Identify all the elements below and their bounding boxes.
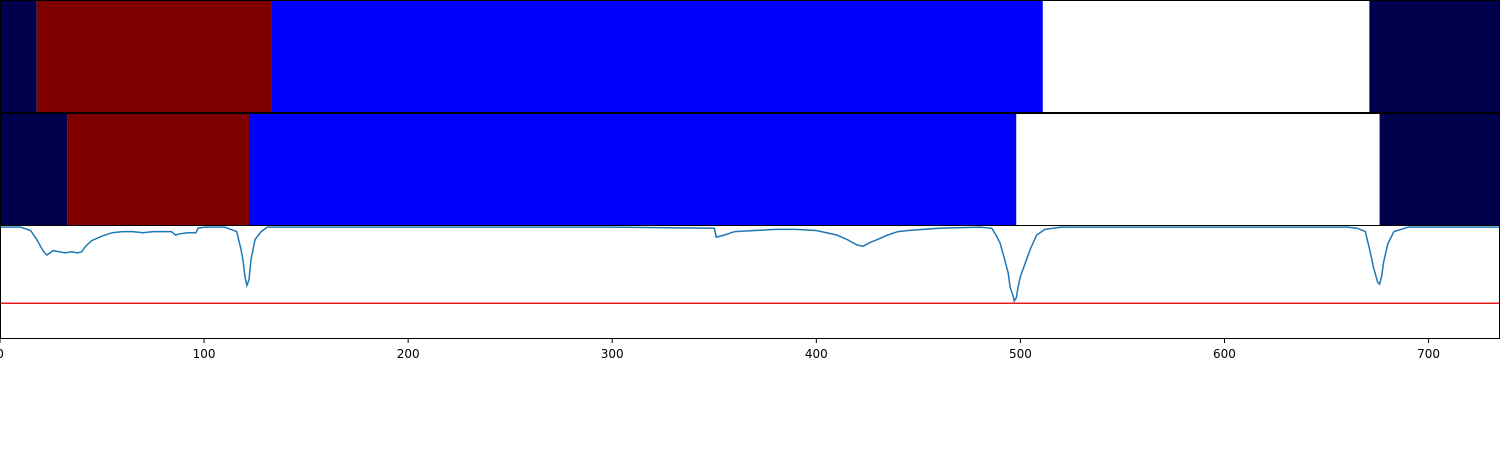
- middle-strip-segment-0: [0, 113, 68, 226]
- middle-strip-segment-2: [248, 113, 1017, 226]
- top-strip-segment-1: [36, 0, 272, 113]
- top-strip-chart: [0, 0, 1500, 113]
- top-strip-segment-0: [0, 0, 37, 113]
- x-tick-label: 300: [601, 347, 624, 361]
- line-plot: 0 100 200 300 400 500 600 700: [0, 225, 1500, 361]
- middle-strip-segments: [0, 113, 1500, 226]
- middle-strip-segment-3: [1016, 113, 1380, 226]
- x-tick-label: 400: [805, 347, 828, 361]
- line-plot-frame: [0, 225, 1500, 339]
- middle-strip-segment-1: [67, 113, 249, 226]
- x-tick-label: 500: [1009, 347, 1032, 361]
- x-tick-label: 0: [0, 347, 4, 361]
- series-line: [0, 226, 1500, 303]
- top-strip-segment-3: [1042, 0, 1370, 113]
- middle-strip-chart: [0, 113, 1500, 226]
- x-tick-label: 100: [193, 347, 216, 361]
- middle-strip-segment-4: [1379, 113, 1500, 226]
- top-strip-segment-4: [1369, 0, 1500, 113]
- x-tick-label: 700: [1417, 347, 1440, 361]
- x-axis: 0 100 200 300 400 500 600 700: [0, 339, 1440, 361]
- top-strip-segments: [0, 0, 1500, 113]
- x-tick-label: 200: [397, 347, 420, 361]
- x-tick-label: 600: [1213, 347, 1236, 361]
- top-strip-segment-2: [271, 0, 1043, 113]
